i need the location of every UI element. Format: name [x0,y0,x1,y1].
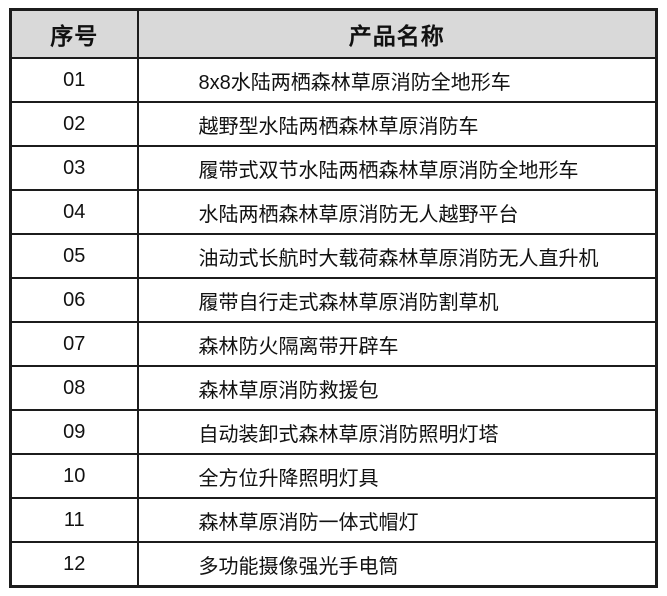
serial-number-cell: 06 [9,277,139,323]
product-name-cell: 履带自行走式森林草原消防割草机 [136,277,658,323]
serial-number-cell: 04 [9,189,139,235]
product-name-cell: 油动式长航时大载荷森林草原消防无人直升机 [136,233,658,279]
serial-number-cell: 12 [9,541,139,588]
serial-number-cell: 01 [9,57,139,103]
table-row: 01 8x8水陆两栖森林草原消防全地形车 [9,57,658,103]
product-name-cell: 森林草原消防救援包 [136,365,658,411]
table-row: 10 全方位升降照明灯具 [9,453,658,499]
serial-number-cell: 08 [9,365,139,411]
product-name-cell: 全方位升降照明灯具 [136,453,658,499]
table-row: 07 森林防火隔离带开辟车 [9,321,658,367]
table-row: 03 履带式双节水陆两栖森林草原消防全地形车 [9,145,658,191]
header-row: 序号 产品名称 [9,8,658,59]
table-row: 02 越野型水陆两栖森林草原消防车 [9,101,658,147]
header-cell-product-name: 产品名称 [136,8,658,59]
serial-number-cell: 11 [9,497,139,543]
product-name-cell: 森林草原消防一体式帽灯 [136,497,658,543]
product-table: 序号 产品名称 01 8x8水陆两栖森林草原消防全地形车 02 越野型水陆两栖森林草原… [9,8,658,588]
serial-number-cell: 09 [9,409,139,455]
table-body: 01 8x8水陆两栖森林草原消防全地形车 02 越野型水陆两栖森林草原消防车 03 履带式… [9,57,658,588]
serial-number-cell: 05 [9,233,139,279]
serial-number-cell: 03 [9,145,139,191]
table-row: 11 森林草原消防一体式帽灯 [9,497,658,543]
product-name-cell: 8x8水陆两栖森林草原消防全地形车 [136,57,658,103]
product-name-cell: 多功能摄像强光手电筒 [136,541,658,588]
table-row: 05 油动式长航时大载荷森林草原消防无人直升机 [9,233,658,279]
product-name-cell: 越野型水陆两栖森林草原消防车 [136,101,658,147]
serial-number-cell: 10 [9,453,139,499]
product-name-cell: 水陆两栖森林草原消防无人越野平台 [136,189,658,235]
table-row: 12 多功能摄像强光手电筒 [9,541,658,588]
table-row: 04 水陆两栖森林草原消防无人越野平台 [9,189,658,235]
product-name-cell: 自动装卸式森林草原消防照明灯塔 [136,409,658,455]
header-cell-serial-number: 序号 [9,8,139,59]
serial-number-cell: 02 [9,101,139,147]
table-row: 09 自动装卸式森林草原消防照明灯塔 [9,409,658,455]
table-row: 06 履带自行走式森林草原消防割草机 [9,277,658,323]
table-row: 08 森林草原消防救援包 [9,365,658,411]
product-name-cell: 森林防火隔离带开辟车 [136,321,658,367]
serial-number-cell: 07 [9,321,139,367]
product-name-cell: 履带式双节水陆两栖森林草原消防全地形车 [136,145,658,191]
